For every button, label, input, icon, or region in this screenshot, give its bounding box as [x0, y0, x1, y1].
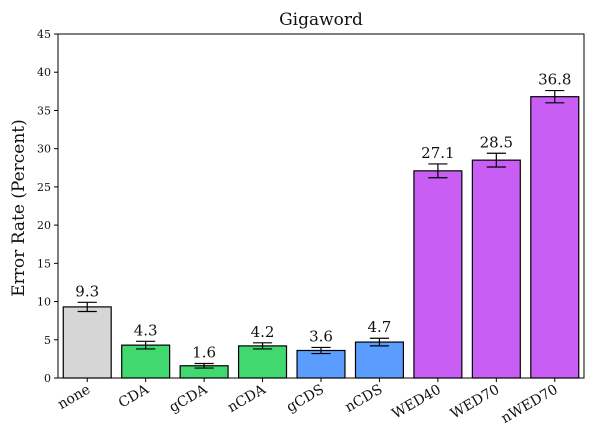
- y-tick-label: 45: [37, 28, 51, 41]
- x-tick-label-CDA: CDA: [116, 381, 153, 411]
- bars-group: 9.3 4.3 1.6 4.2 3.6 4.7 27.1 28.5 36.8: [62, 71, 580, 379]
- y-tick-label: 10: [37, 296, 51, 309]
- bar-CDA: [121, 344, 171, 379]
- y-tick-label: 20: [37, 219, 51, 232]
- bar-gCDS: [296, 349, 346, 379]
- x-tick-label-nCDS: nCDS: [342, 382, 385, 416]
- bar-WED70: [471, 159, 521, 379]
- x-tick-label-gCDA: gCDA: [167, 381, 211, 416]
- plot-frame: [57, 33, 585, 379]
- x-tick-label-gCDS: gCDS: [284, 382, 327, 416]
- y-tick-label: 25: [37, 181, 51, 194]
- y-axis-label: Error Rate (Percent): [9, 119, 29, 297]
- value-label-gCDA: 1.6: [192, 343, 216, 361]
- bar-nWED70: [530, 96, 580, 379]
- chart-title: Gigaword: [279, 10, 363, 30]
- value-label-WED40: 27.1: [421, 144, 454, 162]
- x-tick-label-nWED70: nWED70: [499, 382, 561, 427]
- x-tick-label-WED40: WED40: [389, 382, 443, 423]
- y-axis: 0 5 10 15 20 25 30 35 40 45: [37, 28, 58, 385]
- value-label-CDA: 4.3: [134, 321, 158, 339]
- x-tick-label-WED70: WED70: [448, 382, 502, 423]
- y-tick-label: 15: [37, 257, 51, 270]
- bar-WED40: [413, 170, 463, 379]
- y-tick-label: 30: [37, 143, 51, 156]
- x-tick-label-nCDA: nCDA: [225, 381, 269, 416]
- value-label-WED70: 28.5: [480, 133, 513, 151]
- value-label-gCDS: 3.6: [309, 327, 333, 345]
- value-label-nCDA: 4.2: [251, 323, 275, 341]
- bar-nCDA: [237, 345, 288, 379]
- value-label-none: 9.3: [75, 282, 99, 300]
- y-tick-label: 40: [37, 66, 51, 79]
- bar-none: [62, 306, 112, 379]
- y-tick-label: 5: [44, 334, 51, 347]
- y-tick-label: 35: [37, 104, 51, 117]
- y-tick-label: 0: [44, 372, 51, 385]
- value-label-nWED70: 36.8: [538, 71, 571, 89]
- bar-nCDS: [354, 341, 405, 379]
- value-label-nCDS: 4.7: [368, 318, 392, 336]
- x-tick-label-none: none: [55, 382, 93, 413]
